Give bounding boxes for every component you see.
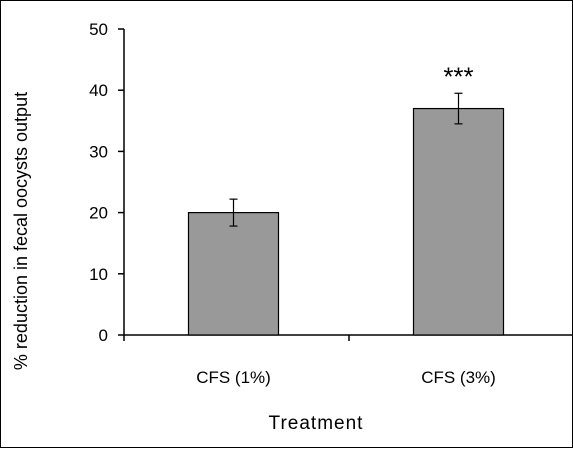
y-tick-label: 50 bbox=[89, 20, 108, 39]
y-axis-title: % reduction in fecal oocysts output bbox=[11, 92, 31, 370]
x-axis-title: Treatment bbox=[269, 413, 364, 434]
y-tick-label: 10 bbox=[89, 265, 108, 284]
y-tick-label: 40 bbox=[89, 81, 108, 100]
bars: *** bbox=[187, 61, 505, 336]
bar bbox=[187, 212, 280, 336]
y-tick-label: 0 bbox=[99, 326, 108, 345]
significance-annotation: *** bbox=[443, 61, 473, 91]
y-tick-label: 20 bbox=[89, 204, 108, 223]
bar bbox=[412, 107, 505, 336]
x-axis: CFS (1%) CFS (3%) bbox=[123, 334, 573, 387]
category-label: CFS (3%) bbox=[421, 368, 496, 387]
y-axis: 0 10 20 30 40 50 bbox=[89, 20, 125, 345]
y-tick-label: 30 bbox=[89, 142, 108, 161]
category-label: CFS (1%) bbox=[196, 368, 271, 387]
